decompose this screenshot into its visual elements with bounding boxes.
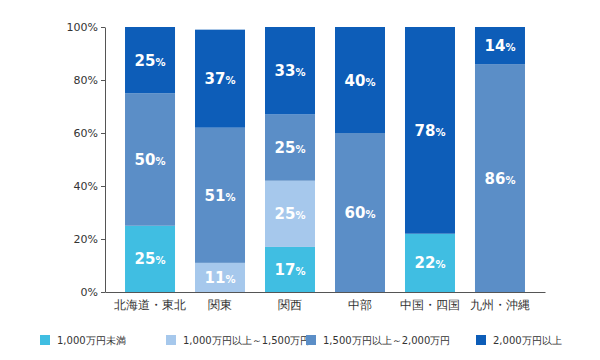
legend-swatch — [166, 335, 176, 345]
y-tick-label: 0% — [81, 286, 98, 299]
x-axis-line — [106, 292, 546, 293]
data-label: 86% — [485, 170, 516, 188]
data-label: 37% — [205, 70, 236, 88]
legend-swatch — [306, 335, 316, 345]
bar-segment — [125, 93, 175, 226]
y-tick: 80% — [74, 74, 105, 87]
bars — [125, 27, 525, 292]
data-label: 60% — [345, 204, 376, 222]
y-tick-mark — [101, 292, 105, 293]
y-tick-mark — [101, 239, 105, 240]
data-label: 25% — [135, 250, 166, 268]
legend-item: 1,000万円未満 — [40, 335, 126, 346]
legend-label: 1,000万円未満 — [57, 335, 126, 346]
y-tick-label: 20% — [74, 233, 98, 246]
data-label: 40% — [345, 72, 376, 90]
data-label: 22% — [415, 254, 446, 272]
y-tick: 60% — [74, 127, 105, 140]
x-tick-label: 関西 — [278, 298, 302, 312]
data-label: 25% — [135, 52, 166, 70]
data-label: 25% — [275, 205, 306, 223]
bar-segment — [335, 27, 385, 133]
data-label: 25% — [275, 139, 306, 157]
y-tick: 40% — [74, 180, 105, 193]
x-tick: 九州・沖縄 — [470, 292, 530, 312]
x-tick: 関東 — [208, 292, 232, 312]
x-tick-label: 九州・沖縄 — [470, 298, 530, 312]
bar-segment — [195, 263, 245, 292]
bar-segment — [125, 226, 175, 292]
bar-segment — [405, 234, 455, 292]
data-labels: 25% 50% 25% 11% 51% 37% 17% 25% 25% 33% 60% 40% 22% 7… — [135, 37, 516, 287]
x-tick: 北海道・東北 — [114, 292, 186, 312]
x-tick-label: 中部 — [348, 298, 372, 312]
data-label: 11% — [205, 269, 236, 287]
legend-item: 2,000万円以上 — [476, 335, 562, 346]
y-tick-mark — [101, 27, 105, 28]
legend-label: 1,000万円以上～1,500万円 — [183, 335, 310, 346]
x-tick: 関西 — [278, 292, 302, 312]
legend-label: 1,500万円以上～2,000万円 — [323, 335, 450, 346]
y-tick: 0% — [81, 286, 105, 299]
bar-segment — [335, 133, 385, 292]
y-tick: 20% — [74, 233, 105, 246]
data-label: 78% — [415, 122, 446, 140]
x-tick-label: 関東 — [208, 298, 232, 312]
data-label: 33% — [275, 62, 306, 80]
legend-swatch — [40, 335, 50, 345]
bar-segment — [405, 27, 455, 234]
bar-segment — [265, 247, 315, 292]
data-label: 14% — [485, 37, 516, 55]
legend-label: 2,000万円以上 — [493, 335, 562, 346]
y-tick-label: 60% — [74, 127, 98, 140]
bar-segment — [125, 27, 175, 93]
bar-segment — [475, 64, 525, 292]
bar-segment — [195, 30, 245, 128]
x-tick-label: 北海道・東北 — [114, 298, 186, 312]
bar-segment — [195, 128, 245, 263]
bar-segment — [265, 27, 315, 114]
y-tick-mark — [101, 80, 105, 81]
x-tick: 中国・四国 — [400, 292, 460, 312]
y-tick-mark — [101, 186, 105, 187]
legend-item: 1,500万円以上～2,000万円 — [306, 335, 450, 346]
data-label: 51% — [205, 187, 236, 205]
bar-segment — [475, 27, 525, 64]
x-tick: 中部 — [348, 292, 372, 312]
data-label: 17% — [275, 261, 306, 279]
x-tick-label: 中国・四国 — [400, 298, 460, 312]
x-axis: 北海道・東北 関東 関西 中部 中国・四国九州・沖縄 — [106, 292, 546, 312]
y-tick-mark — [101, 133, 105, 134]
y-tick-label: 40% — [74, 180, 98, 193]
y-tick-label: 80% — [74, 74, 98, 87]
y-tick-label: 100% — [67, 21, 98, 34]
legend-item: 1,000万円以上～1,500万円 — [166, 335, 310, 346]
data-label: 50% — [135, 151, 166, 169]
legend: 1,000万円未満 1,000万円以上～1,500万円 1,500万円以上～2,00… — [40, 335, 562, 346]
bar-segment — [265, 114, 315, 180]
chart: 25% 50% 25% 11% 51% 37% 17% 25% 25% 33% 60% 40% 22% 7… — [0, 0, 600, 360]
bar-segment — [265, 181, 315, 247]
y-axis-line — [105, 28, 106, 293]
legend-swatch — [476, 335, 486, 345]
y-tick: 100% — [67, 21, 105, 34]
y-axis: 0% 20% 40% 60% 80% 100% — [67, 21, 106, 299]
